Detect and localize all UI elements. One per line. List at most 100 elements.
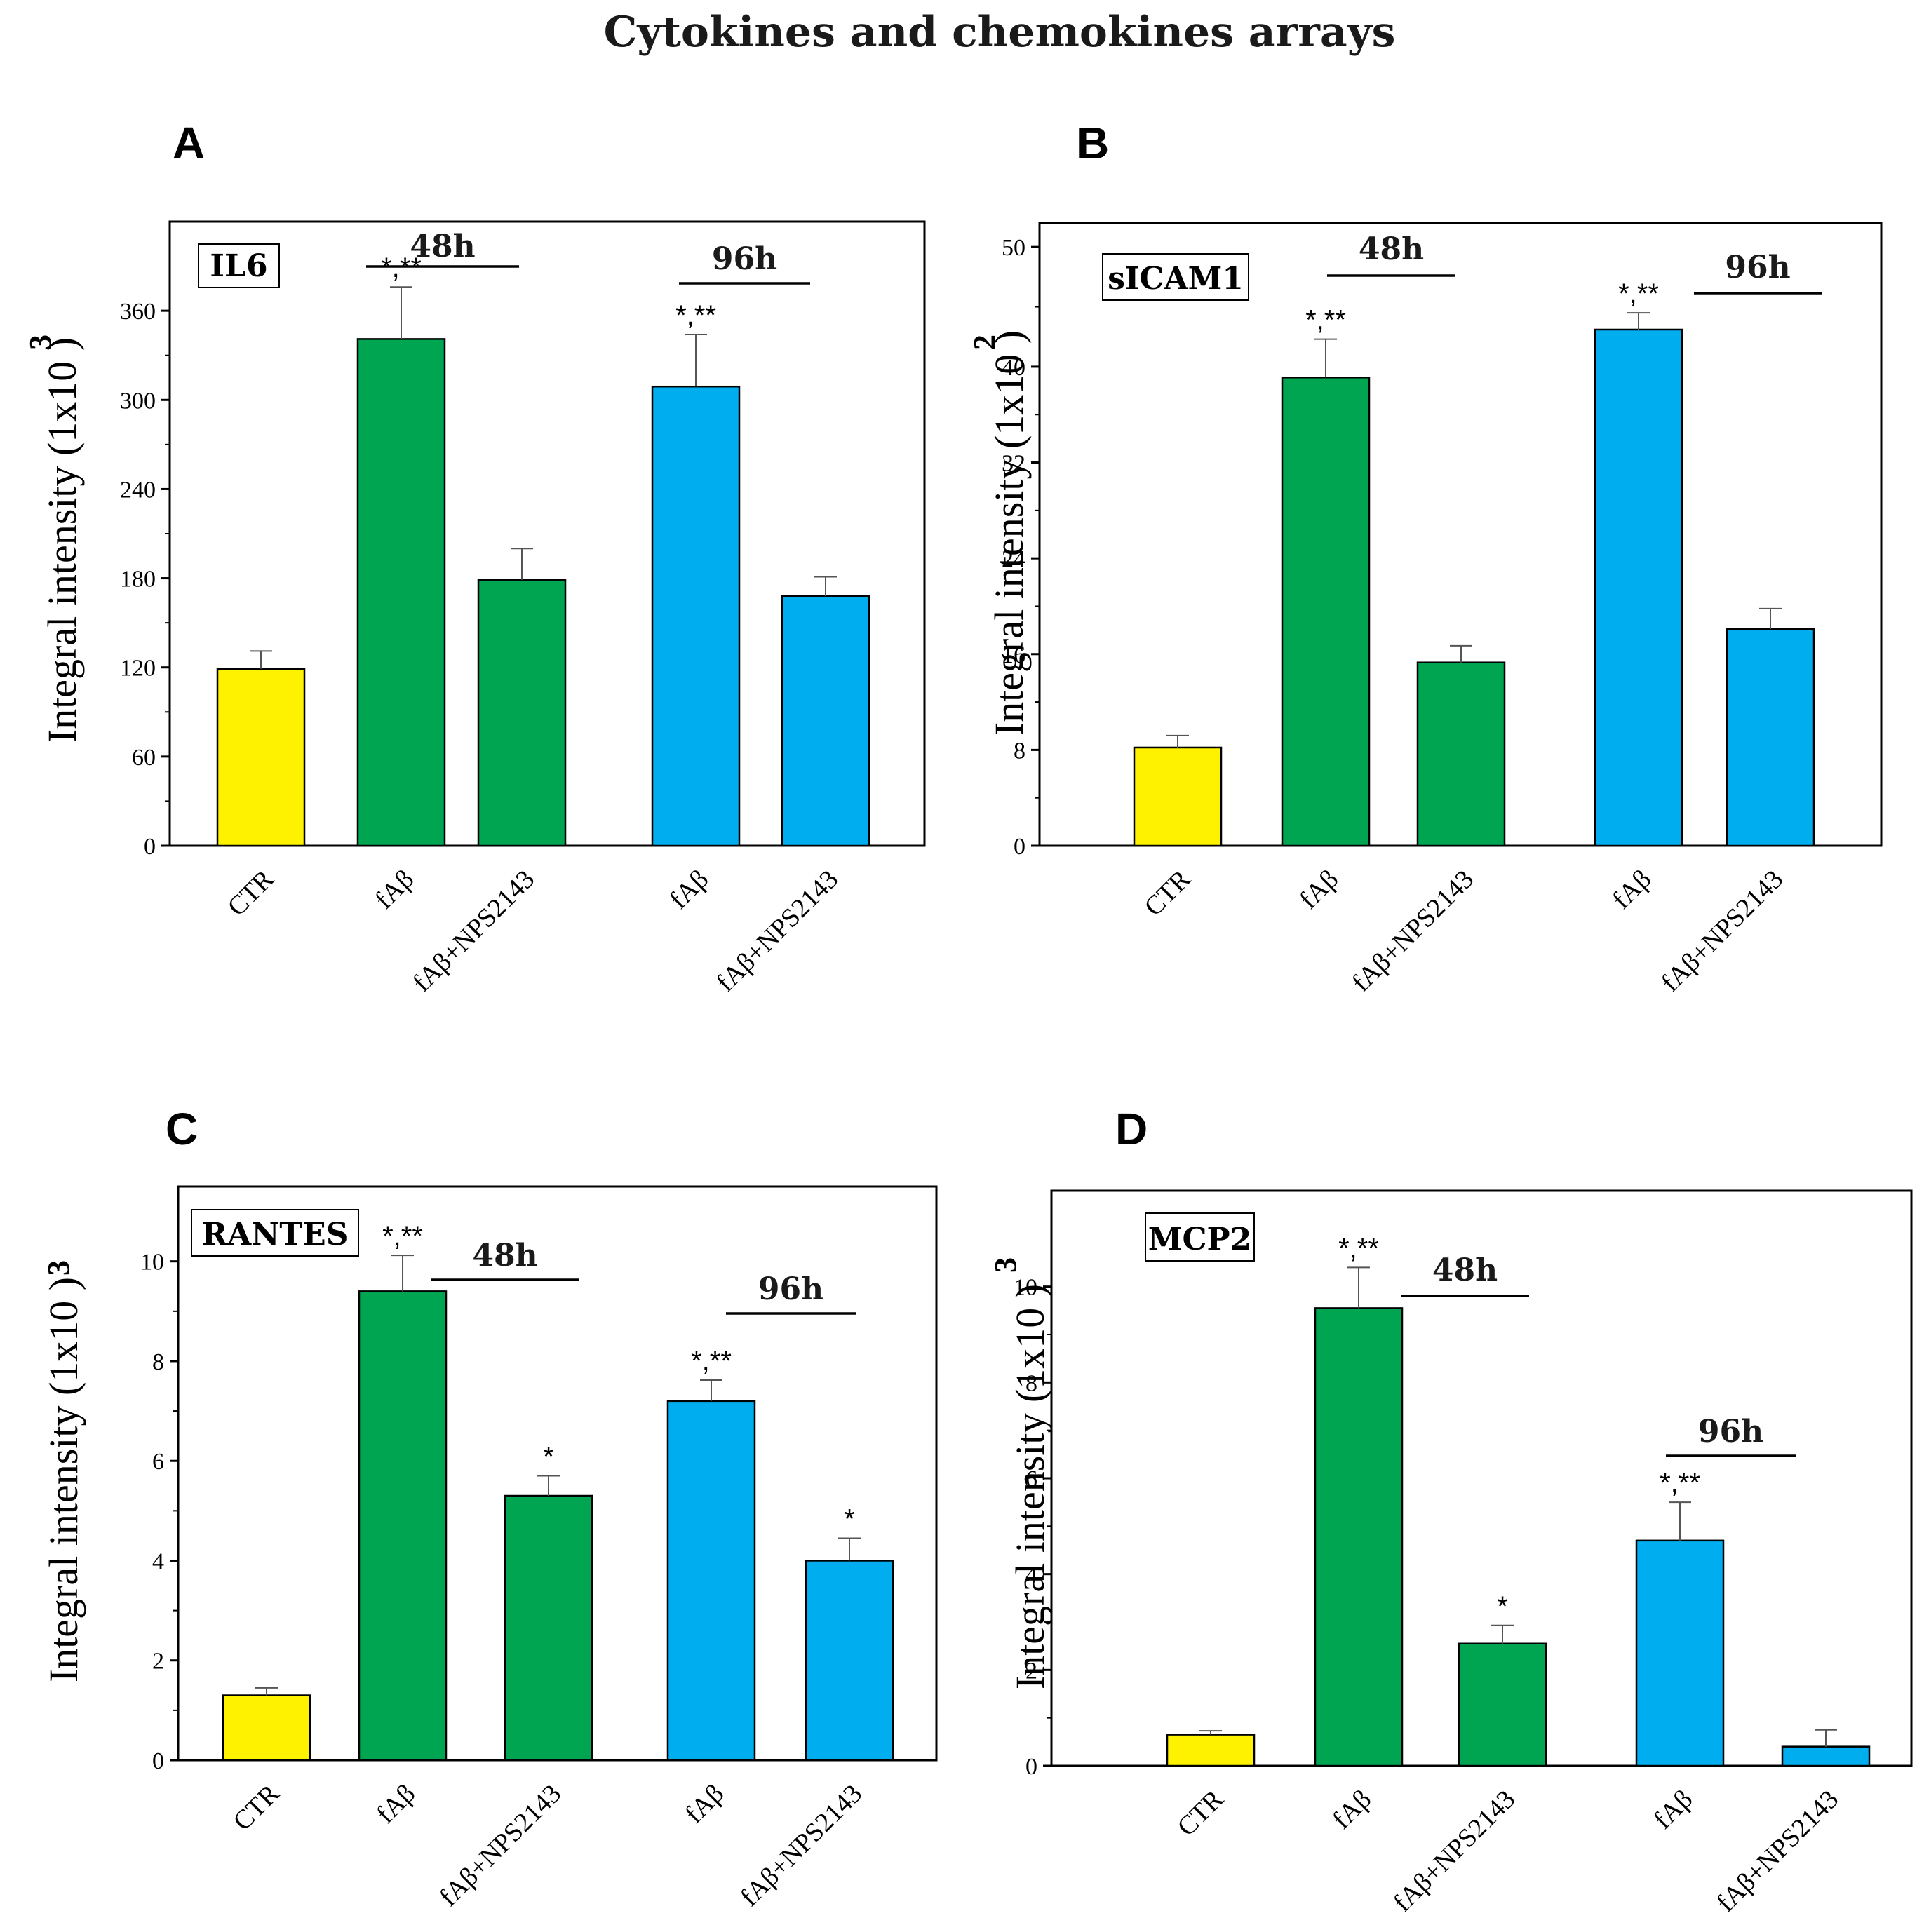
y-tick-label: 8: [152, 1349, 164, 1375]
category-label-1: CTR: [222, 864, 279, 921]
analyte-tag-box: [1102, 253, 1249, 301]
category-label-1: CTR: [227, 1778, 285, 1836]
y-tick-label: 8: [1025, 1370, 1037, 1396]
group-label: 96h: [1725, 250, 1790, 285]
y-tick-label: 50: [1002, 235, 1025, 261]
category-label-2: fAβ: [1327, 1785, 1378, 1835]
bar-4: [1635, 1539, 1725, 1767]
category-label-3: fAβ+NPS2143: [433, 1779, 567, 1912]
significance-mark: *,**: [1660, 1468, 1700, 1499]
y-tick-label: 0: [152, 1748, 164, 1774]
y-tick-label: 24: [1002, 546, 1025, 572]
bar-2: [1281, 377, 1371, 847]
category-label-3: fAβ+NPS2143: [407, 865, 540, 998]
y-tick-label: 60: [132, 745, 156, 771]
group-label: 48h: [472, 1238, 537, 1274]
y-tick-label: 32: [1002, 451, 1025, 477]
panel-letter: C: [166, 1104, 198, 1154]
y-tick-label: 240: [120, 477, 156, 503]
bar-3: [477, 579, 567, 847]
category-label-2: fAβ: [1294, 865, 1345, 915]
y-tick-label: 2: [152, 1649, 164, 1675]
bar-4: [1594, 328, 1683, 847]
bar-3: [1416, 661, 1506, 847]
category-label-5: fAβ+NPS2143: [734, 1779, 868, 1912]
y-tick-label: 16: [1002, 642, 1025, 668]
y-axis-label: Integral intensity (1x10 ): [39, 337, 85, 743]
y-tick-label: 8: [1014, 738, 1025, 764]
y-tick-label: 6: [152, 1449, 164, 1475]
significance-mark: *,**: [691, 1346, 732, 1377]
y-tick-label: 6: [1025, 1466, 1037, 1492]
y-tick-label: 0: [1014, 834, 1025, 860]
category-label-1: CTR: [1171, 1784, 1229, 1842]
significance-mark: *: [1497, 1591, 1508, 1622]
y-tick-label: 0: [144, 834, 156, 860]
category-label-4: fAβ: [1607, 865, 1657, 915]
bar-1: [222, 1694, 311, 1762]
y-tick-label: 360: [120, 299, 156, 325]
category-label-4: fAβ: [680, 1779, 730, 1830]
y-tick-label: 4: [1025, 1562, 1037, 1588]
significance-mark: *,**: [381, 252, 422, 283]
panel-letter: B: [1077, 118, 1109, 168]
analyte-tag-box: [198, 243, 280, 288]
analyte-tag: MCP2: [1148, 1222, 1251, 1257]
y-axis-exponent: 3: [41, 1260, 76, 1276]
panel-letter: D: [1115, 1104, 1148, 1154]
category-label-3: fAβ+NPS2143: [1346, 865, 1479, 998]
y-axis-label: Integral intensity (1x10 ): [41, 1277, 86, 1682]
bar-3: [1458, 1642, 1547, 1767]
category-label-5: fAβ+NPS2143: [711, 865, 844, 998]
bar-2: [358, 1290, 448, 1762]
category-label-1: CTR: [1138, 864, 1196, 921]
y-tick-label: 120: [120, 656, 156, 682]
analyte-tag: sICAM1: [1108, 261, 1244, 297]
bar-1: [1133, 746, 1223, 847]
y-axis-exponent: 2: [967, 335, 1002, 350]
analyte-tag: IL6: [210, 248, 267, 284]
bar-5: [781, 595, 870, 847]
figure-title: Cytokines and chemokines arrays: [604, 8, 1396, 57]
y-tick-label: 2: [1025, 1658, 1037, 1684]
panel-c: C 0 2 4 6 8 10 Integral intensity (1x10 )3 RANTE…: [41, 1104, 938, 1912]
group-label: 96h: [1698, 1414, 1763, 1450]
y-tick-label: 10: [140, 1250, 164, 1276]
bar-4: [651, 385, 741, 847]
bar-5: [1726, 628, 1815, 847]
y-axis-label: Integral intensity (1x10 ): [1007, 1284, 1053, 1689]
y-tick-label: 180: [120, 567, 156, 593]
significance-mark: *,**: [1305, 305, 1346, 336]
group-label: 96h: [712, 241, 777, 277]
significance-mark: *,**: [1618, 278, 1659, 309]
panel-letter: A: [173, 118, 205, 168]
group-label: 48h: [1359, 231, 1424, 267]
bar-1: [216, 668, 306, 847]
significance-mark: *,**: [1338, 1233, 1379, 1264]
analyte-tag: RANTES: [202, 1217, 349, 1252]
group-label: 48h: [1432, 1252, 1498, 1288]
group-label: 96h: [758, 1271, 823, 1307]
category-label-2: fAβ: [371, 1779, 422, 1830]
significance-mark: *: [844, 1504, 855, 1534]
significance-mark: *: [543, 1442, 554, 1473]
y-tick-label: 10: [1014, 1275, 1037, 1301]
significance-mark: *,**: [382, 1221, 423, 1252]
category-label-5: fAβ+NPS2143: [1711, 1785, 1844, 1918]
analyte-tag-box: [191, 1209, 359, 1257]
significance-mark: *,**: [675, 300, 716, 331]
category-label-4: fAβ: [664, 865, 715, 915]
bar-2: [1314, 1307, 1404, 1767]
bar-1: [1166, 1734, 1256, 1767]
panel-a: A 0 60 120 180 240 300 360 Integral intensity (1…: [23, 118, 926, 998]
y-axis-exponent: 3: [23, 335, 58, 350]
bar-5: [1781, 1745, 1871, 1767]
bar-3: [504, 1494, 593, 1762]
group-label: 48h: [410, 229, 475, 264]
y-tick-label: 0: [1025, 1754, 1037, 1780]
bar-5: [805, 1560, 894, 1762]
analyte-tag-box: [1145, 1212, 1255, 1262]
